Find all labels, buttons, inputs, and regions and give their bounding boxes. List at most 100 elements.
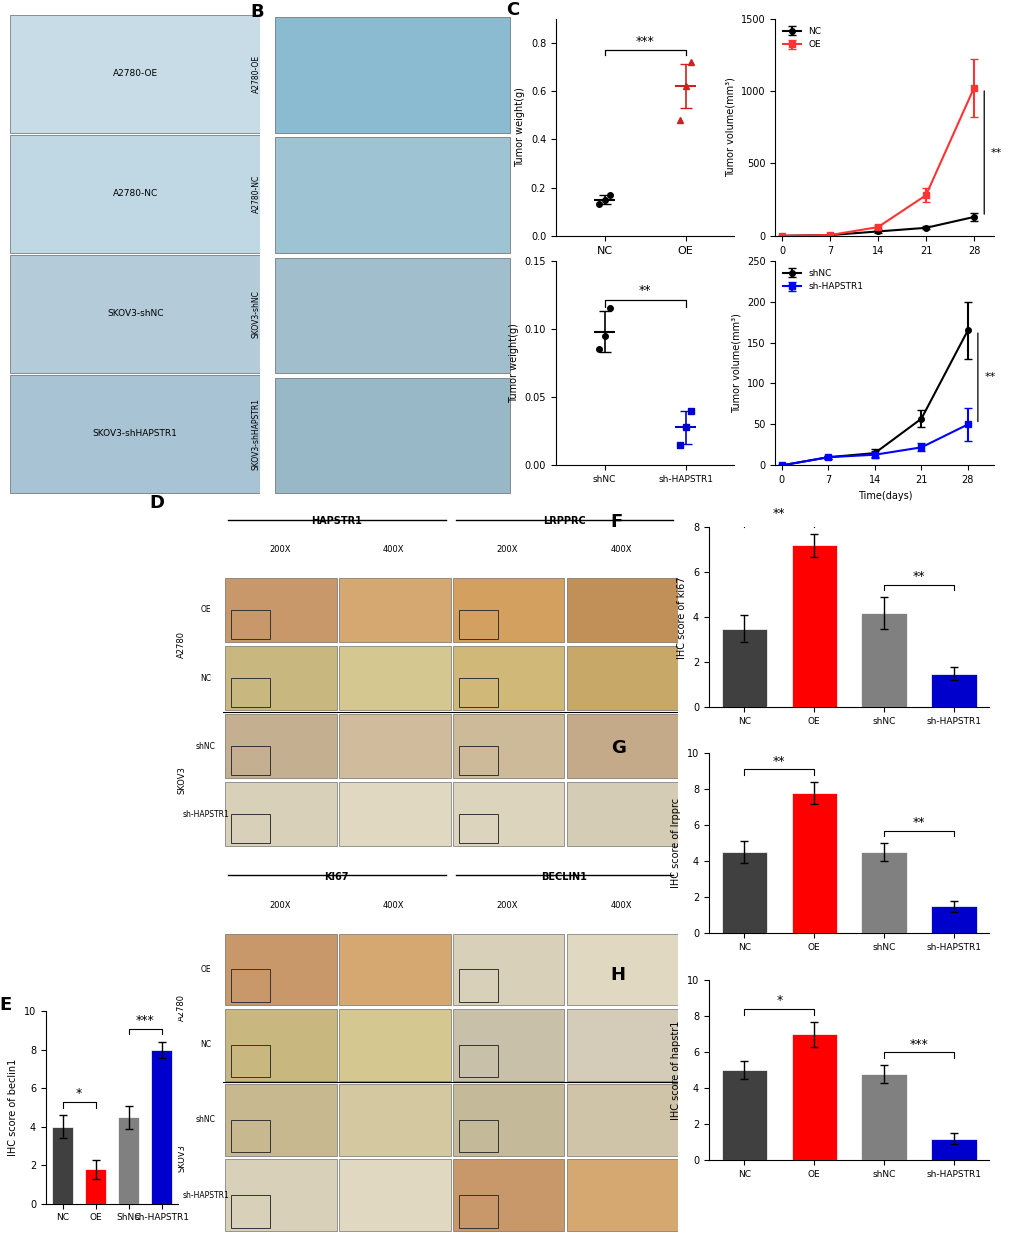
Text: SKOV3: SKOV3 <box>177 1144 186 1172</box>
Text: E: E <box>0 997 12 1014</box>
Bar <box>225 714 336 778</box>
Bar <box>567 1159 678 1231</box>
Bar <box>459 814 497 843</box>
Bar <box>10 256 260 372</box>
Text: 200X: 200X <box>496 901 518 910</box>
Text: 400X: 400X <box>610 901 632 910</box>
Bar <box>459 1195 497 1227</box>
Text: 400X: 400X <box>610 545 632 555</box>
Bar <box>452 782 564 846</box>
Bar <box>85 1169 106 1204</box>
Text: A2780: A2780 <box>177 630 186 658</box>
Text: B: B <box>251 2 264 21</box>
Bar <box>567 578 678 642</box>
Bar <box>225 1159 336 1231</box>
Bar <box>567 645 678 710</box>
Bar <box>230 678 270 707</box>
Text: **: ** <box>912 815 924 829</box>
Y-axis label: Tumor volume(mm³): Tumor volume(mm³) <box>731 313 741 413</box>
Text: 200X: 200X <box>269 901 290 910</box>
Text: SKOV3-shNC: SKOV3-shNC <box>107 309 163 319</box>
Bar <box>860 613 906 707</box>
Text: 200X: 200X <box>269 545 290 555</box>
Bar <box>339 933 450 1005</box>
Bar <box>459 611 497 639</box>
Bar <box>860 853 906 933</box>
Bar <box>721 629 766 707</box>
Text: shNC: shNC <box>196 742 216 751</box>
Bar <box>230 814 270 843</box>
Text: *: * <box>76 1087 83 1100</box>
Bar <box>339 1159 450 1231</box>
Text: A2780: A2780 <box>177 994 186 1020</box>
Bar <box>339 1085 450 1155</box>
Bar <box>930 1139 976 1160</box>
Bar <box>721 1070 766 1160</box>
Bar <box>230 611 270 639</box>
Bar <box>230 746 270 776</box>
Text: **: ** <box>772 755 785 768</box>
Bar <box>339 714 450 778</box>
Text: LRPPRC: LRPPRC <box>542 516 585 526</box>
Text: SKOV3-shHAPSTR1: SKOV3-shHAPSTR1 <box>93 429 177 438</box>
Text: 400X: 400X <box>382 901 405 910</box>
Bar <box>230 969 270 1001</box>
Bar <box>860 1073 906 1160</box>
Text: 400X: 400X <box>382 545 405 555</box>
Bar <box>452 714 564 778</box>
Text: A2780-NC: A2780-NC <box>112 190 158 199</box>
Text: A2780-NC: A2780-NC <box>252 175 260 213</box>
Y-axis label: IHC score of beclin1: IHC score of beclin1 <box>8 1059 18 1157</box>
Text: F: F <box>610 513 623 531</box>
Text: SKOV3-shNC: SKOV3-shNC <box>252 290 260 338</box>
Legend: shNC, sh-HAPSTR1: shNC, sh-HAPSTR1 <box>779 266 866 295</box>
Bar <box>721 853 766 933</box>
Bar <box>225 1009 336 1081</box>
Bar <box>151 1050 172 1204</box>
Bar <box>225 1085 336 1155</box>
Bar <box>230 1045 270 1077</box>
Text: *: * <box>775 994 782 1008</box>
Bar <box>930 674 976 707</box>
Text: HAPSTR1: HAPSTR1 <box>311 516 362 526</box>
Bar <box>225 933 336 1005</box>
Bar <box>10 15 260 133</box>
Bar <box>567 782 678 846</box>
Bar <box>230 1119 270 1152</box>
Bar <box>10 135 260 253</box>
Bar <box>275 138 510 253</box>
Bar <box>118 1117 140 1204</box>
Y-axis label: Tumor weight(g): Tumor weight(g) <box>508 323 519 403</box>
Bar <box>791 1035 837 1160</box>
Bar <box>225 578 336 642</box>
Text: H: H <box>610 965 625 984</box>
Text: G: G <box>610 738 625 757</box>
Y-axis label: IHC score of hapstr1: IHC score of hapstr1 <box>671 1020 681 1121</box>
Bar <box>791 546 837 707</box>
Text: A2780-OE: A2780-OE <box>252 55 260 93</box>
Y-axis label: IHC score of ki67: IHC score of ki67 <box>677 576 687 659</box>
Bar <box>459 678 497 707</box>
Bar <box>452 645 564 710</box>
Text: BECLIN1: BECLIN1 <box>541 872 587 882</box>
Text: **: ** <box>912 570 924 583</box>
Bar <box>459 1045 497 1077</box>
Bar <box>230 1195 270 1227</box>
Bar <box>452 1085 564 1155</box>
Text: C: C <box>505 1 519 20</box>
Text: SKOV3: SKOV3 <box>177 766 186 794</box>
Bar <box>339 782 450 846</box>
Text: ***: *** <box>635 35 654 47</box>
Bar <box>339 645 450 710</box>
Y-axis label: IHC score of lrpprc: IHC score of lrpprc <box>671 798 681 889</box>
Bar <box>459 746 497 776</box>
Bar <box>567 1085 678 1155</box>
Text: **: ** <box>638 284 651 298</box>
Bar <box>930 906 976 933</box>
Bar <box>52 1127 73 1204</box>
Bar <box>339 1009 450 1081</box>
Text: OE: OE <box>201 964 211 974</box>
Text: NC: NC <box>200 674 211 683</box>
Bar <box>275 377 510 493</box>
Text: sh-HAPSTR1: sh-HAPSTR1 <box>182 1191 229 1200</box>
